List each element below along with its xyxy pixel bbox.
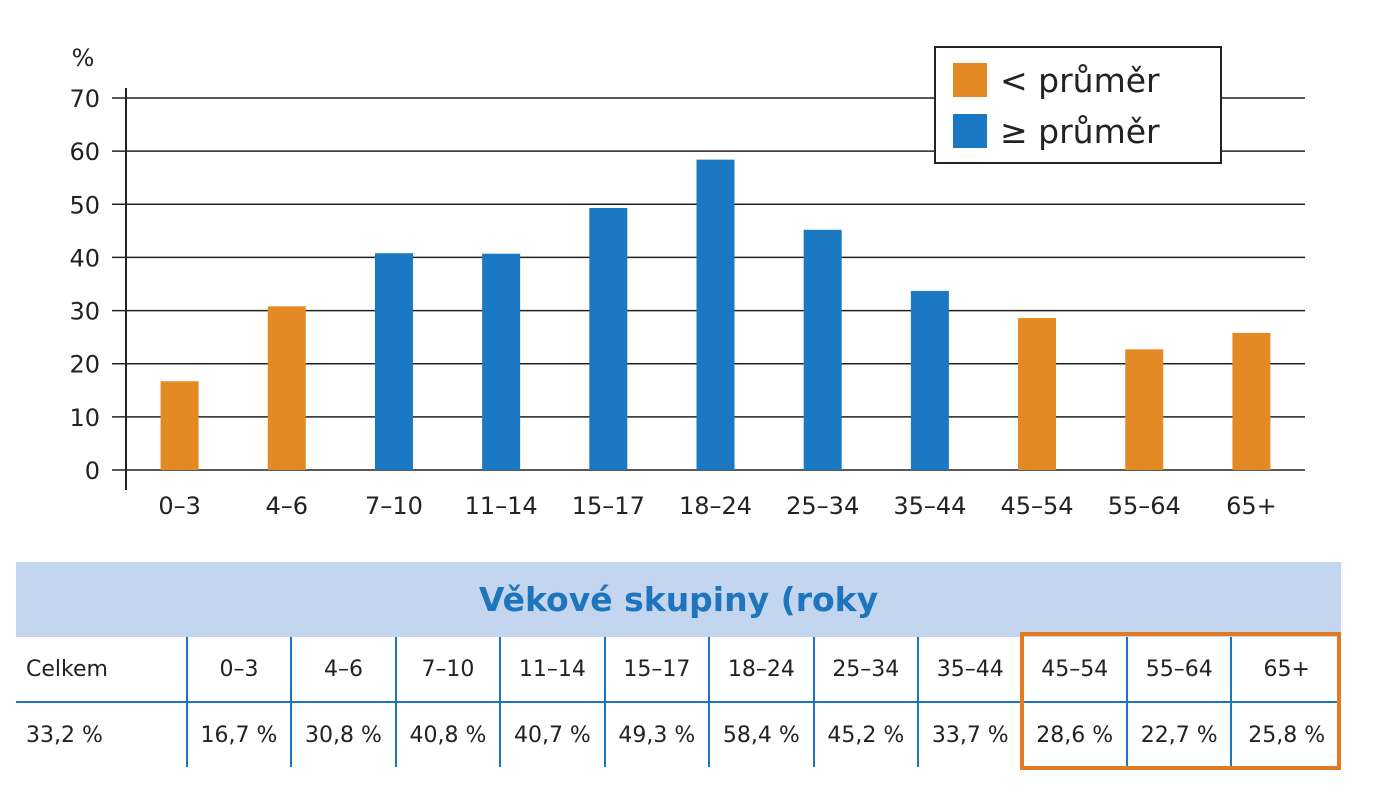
value-cell: 33,7 % xyxy=(917,702,1023,767)
bar-15–17 xyxy=(589,208,628,470)
header-cell: 11–14 xyxy=(499,637,605,703)
bar-25–34 xyxy=(803,229,842,470)
value-cell: 49,3 % xyxy=(603,702,710,767)
value-cell: 58,4 % xyxy=(708,702,814,767)
x-tick-label: 15–17 xyxy=(572,492,645,520)
legend-swatch-above xyxy=(953,114,987,148)
y-tick-label: 30 xyxy=(69,298,100,326)
tick-labels: 0 10 20 30 40 50 60 70 0–3 4–6 7–10 11–14 15–17 18–24… xyxy=(69,85,1276,520)
x-tick-label: 25–34 xyxy=(786,492,859,520)
bar-55–64 xyxy=(1125,349,1164,470)
bar-0–3 xyxy=(160,381,199,470)
y-tick-label: 0 xyxy=(85,457,100,485)
header-cell: 4–6 xyxy=(290,637,396,703)
y-axis-unit-label: % xyxy=(72,44,95,72)
y-tick-label: 50 xyxy=(69,191,100,219)
age-group-table: Celkem 0–3 4–6 7–10 11–14 15–17 18–24 25… xyxy=(16,637,1341,767)
header-cell: 0–3 xyxy=(185,637,292,703)
x-tick-label: 11–14 xyxy=(465,492,538,520)
x-tick-label: 4–6 xyxy=(265,492,308,520)
bar-35–44 xyxy=(910,290,949,470)
table-title-bar: Věkové skupiny (roky xyxy=(16,562,1341,637)
bar-chart: 0 10 20 30 40 50 60 70 0–3 4–6 7–10 11–14 15–17 18–24… xyxy=(69,44,1305,520)
x-tick-label: 35–44 xyxy=(893,492,966,520)
y-tick-label: 40 xyxy=(69,244,100,272)
header-cell: 65+ xyxy=(1230,637,1341,703)
header-cell: 45–54 xyxy=(1021,637,1127,703)
value-cell-celkem: 33,2 % xyxy=(26,722,103,748)
value-cell: 25,8 % xyxy=(1230,702,1341,767)
y-tick-label: 70 xyxy=(69,85,100,113)
table-title: Věkové skupiny (roky xyxy=(478,580,879,619)
value-cell: 22,7 % xyxy=(1125,702,1232,767)
header-cell: 25–34 xyxy=(812,637,919,703)
value-cell: 45,2 % xyxy=(812,702,919,767)
legend-swatch-below xyxy=(953,63,987,97)
x-tick-label: 45–54 xyxy=(1001,492,1074,520)
table-value-row: 33,2 % 16,7 % 30,8 % 40,8 % 40,7 % 49,3 … xyxy=(16,702,1341,767)
header-cell: 35–44 xyxy=(917,637,1023,703)
x-tick-label: 65+ xyxy=(1226,492,1277,520)
x-tick-label: 0–3 xyxy=(158,492,201,520)
value-cell: 28,6 % xyxy=(1021,702,1127,767)
value-cell: 16,7 % xyxy=(185,702,292,767)
bar-45–54 xyxy=(1018,318,1057,470)
bar-18–24 xyxy=(696,159,735,470)
bar-4–6 xyxy=(267,306,306,470)
legend: < průměr ≥ průměr xyxy=(934,46,1222,164)
y-tick-label: 10 xyxy=(69,404,100,432)
header-cell: 7–10 xyxy=(394,637,501,703)
bar-65+ xyxy=(1232,332,1271,470)
legend-label-below: < průměr xyxy=(1000,61,1160,100)
header-cell: 18–24 xyxy=(708,637,814,703)
value-cell: 30,8 % xyxy=(290,702,396,767)
y-tick-label: 60 xyxy=(69,138,100,166)
table-header-row: Celkem 0–3 4–6 7–10 11–14 15–17 18–24 25… xyxy=(16,637,1341,703)
value-cell: 40,8 % xyxy=(394,702,501,767)
x-tick-label: 55–64 xyxy=(1108,492,1181,520)
bar-11–14 xyxy=(482,253,521,470)
value-cell: 40,7 % xyxy=(499,702,605,767)
y-tick-label: 20 xyxy=(69,351,100,379)
header-cell: 55–64 xyxy=(1125,637,1232,703)
x-tick-label: 7–10 xyxy=(365,492,423,520)
legend-label-above: ≥ průměr xyxy=(1000,112,1160,151)
x-tick-label: 18–24 xyxy=(679,492,752,520)
bar-7–10 xyxy=(374,253,413,470)
bars xyxy=(160,159,1271,470)
header-cell: 15–17 xyxy=(603,637,710,703)
header-cell-celkem: Celkem xyxy=(16,637,187,703)
